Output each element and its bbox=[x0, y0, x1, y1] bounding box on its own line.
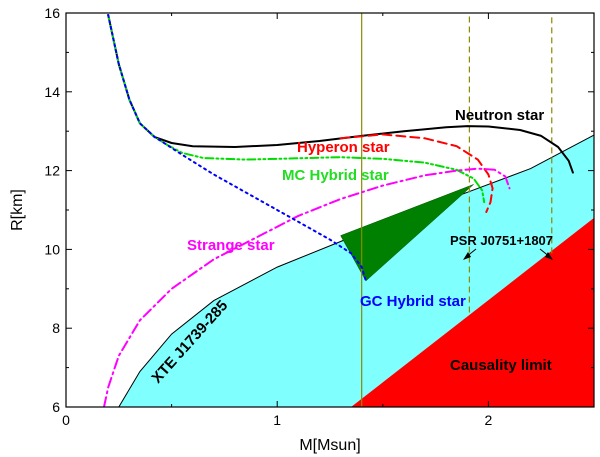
plot-area bbox=[103, 13, 594, 407]
psr-arrow-left bbox=[463, 248, 477, 260]
y-axis-title: R[km] bbox=[9, 189, 26, 231]
series-hyperon-star bbox=[339, 133, 494, 213]
y-tick-label-8: 8 bbox=[52, 320, 60, 336]
x-tick-label-0: 0 bbox=[62, 412, 70, 428]
label-gc-hybrid-star: GC Hybrid star bbox=[360, 293, 466, 310]
y-tick-label-14: 14 bbox=[44, 84, 60, 100]
gc-hybrid-band bbox=[340, 184, 474, 282]
label-neutron-star: Neutron star bbox=[455, 107, 544, 124]
y-tick-label-12: 12 bbox=[44, 163, 60, 179]
label-mc-hybrid-star: MC Hybrid star bbox=[282, 167, 389, 184]
x-tick-label-1: 1 bbox=[273, 412, 281, 428]
x-axis-title: M[Msun] bbox=[299, 437, 360, 454]
series-strange-star bbox=[103, 167, 511, 407]
series-lines bbox=[103, 14, 574, 407]
shaded-regions bbox=[118, 134, 594, 407]
y-tick-label-10: 10 bbox=[44, 241, 60, 257]
vertical-lines bbox=[361, 13, 553, 407]
series-gc-hybrid-star bbox=[107, 14, 367, 282]
label-hyperon-star: Hyperon star bbox=[297, 139, 390, 156]
x-tick-label-2: 2 bbox=[485, 412, 493, 428]
label-strange-star: Strange star bbox=[187, 237, 275, 254]
y-tick-label-6: 6 bbox=[52, 399, 60, 415]
label-psr: PSR J0751+1807 bbox=[450, 233, 553, 248]
causality-region bbox=[351, 217, 594, 407]
psr-arrow-right bbox=[539, 248, 553, 260]
y-tick-label-16: 16 bbox=[44, 5, 60, 21]
label-causality: Causality limit bbox=[450, 357, 552, 374]
